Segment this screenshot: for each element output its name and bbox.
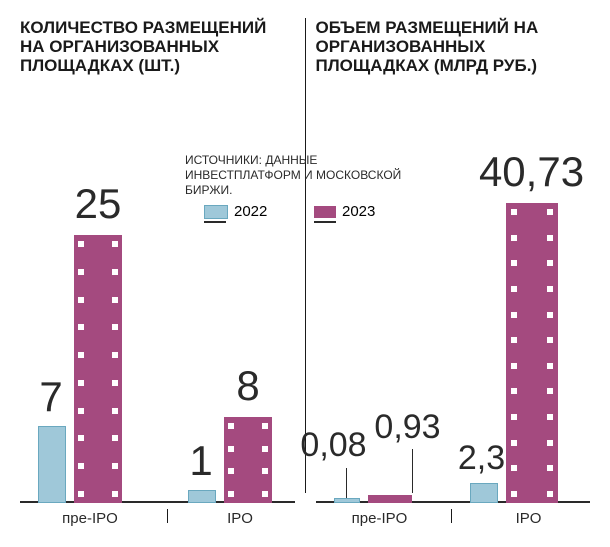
left-plot: 7 25 пре-IPO 1: [20, 163, 295, 503]
val-right-ipo-2023: 40,73: [479, 148, 584, 196]
bar-right-preipo-2022: [334, 498, 360, 503]
left-group-preipo: 7 25: [30, 163, 150, 503]
xlabel-left-ipo: IPO: [180, 510, 300, 527]
left-panel: КОЛИЧЕСТВО РАЗМЕЩЕНИЙ НА ОРГАНИЗОВАННЫХ …: [20, 18, 295, 533]
right-plot: 0,08 0,93 пре-IPO 2,3: [316, 163, 591, 503]
xlabel-left-preipo: пре-IPO: [30, 510, 150, 527]
val-left-ipo-2023: 8: [236, 362, 259, 410]
val-left-preipo-2023: 25: [75, 180, 122, 228]
right-group-preipo: 0,08 0,93: [316, 163, 444, 503]
xlabel-right-ipo: IPO: [464, 510, 594, 527]
chart-container: КОЛИЧЕСТВО РАЗМЕЩЕНИЙ НА ОРГАНИЗОВАННЫХ …: [0, 0, 610, 547]
val-left-preipo-2022: 7: [39, 373, 62, 421]
left-group-ipo: 1 8: [180, 163, 300, 503]
val-left-ipo-2022: 1: [189, 437, 212, 485]
right-group-ipo: 2,3 40,73: [464, 163, 594, 503]
bar-right-preipo-2023: [368, 495, 412, 503]
bar-right-ipo-2022: [470, 483, 498, 503]
right-title: ОБЪЕМ РАЗМЕЩЕНИЙ НА ОРГАНИЗОВАННЫХ ПЛОЩА…: [316, 18, 591, 75]
right-panel: ОБЪЕМ РАЗМЕЩЕНИЙ НА ОРГАНИЗОВАННЫХ ПЛОЩА…: [316, 18, 591, 533]
bar-left-preipo-2022: [38, 426, 66, 503]
left-title: КОЛИЧЕСТВО РАЗМЕЩЕНИЙ НА ОРГАНИЗОВАННЫХ …: [20, 18, 295, 75]
bar-right-ipo-2023: [506, 203, 558, 503]
bar-left-ipo-2023: [224, 417, 272, 503]
center-divider: [305, 18, 306, 493]
val-right-ipo-2022: 2,3: [458, 439, 505, 478]
bar-left-ipo-2022: [188, 490, 216, 503]
val-right-preipo-2023: 0,93: [374, 408, 440, 447]
xlabel-right-preipo: пре-IPO: [316, 510, 444, 527]
bar-left-preipo-2023: [74, 235, 122, 503]
val-right-preipo-2022: 0,08: [300, 426, 366, 465]
